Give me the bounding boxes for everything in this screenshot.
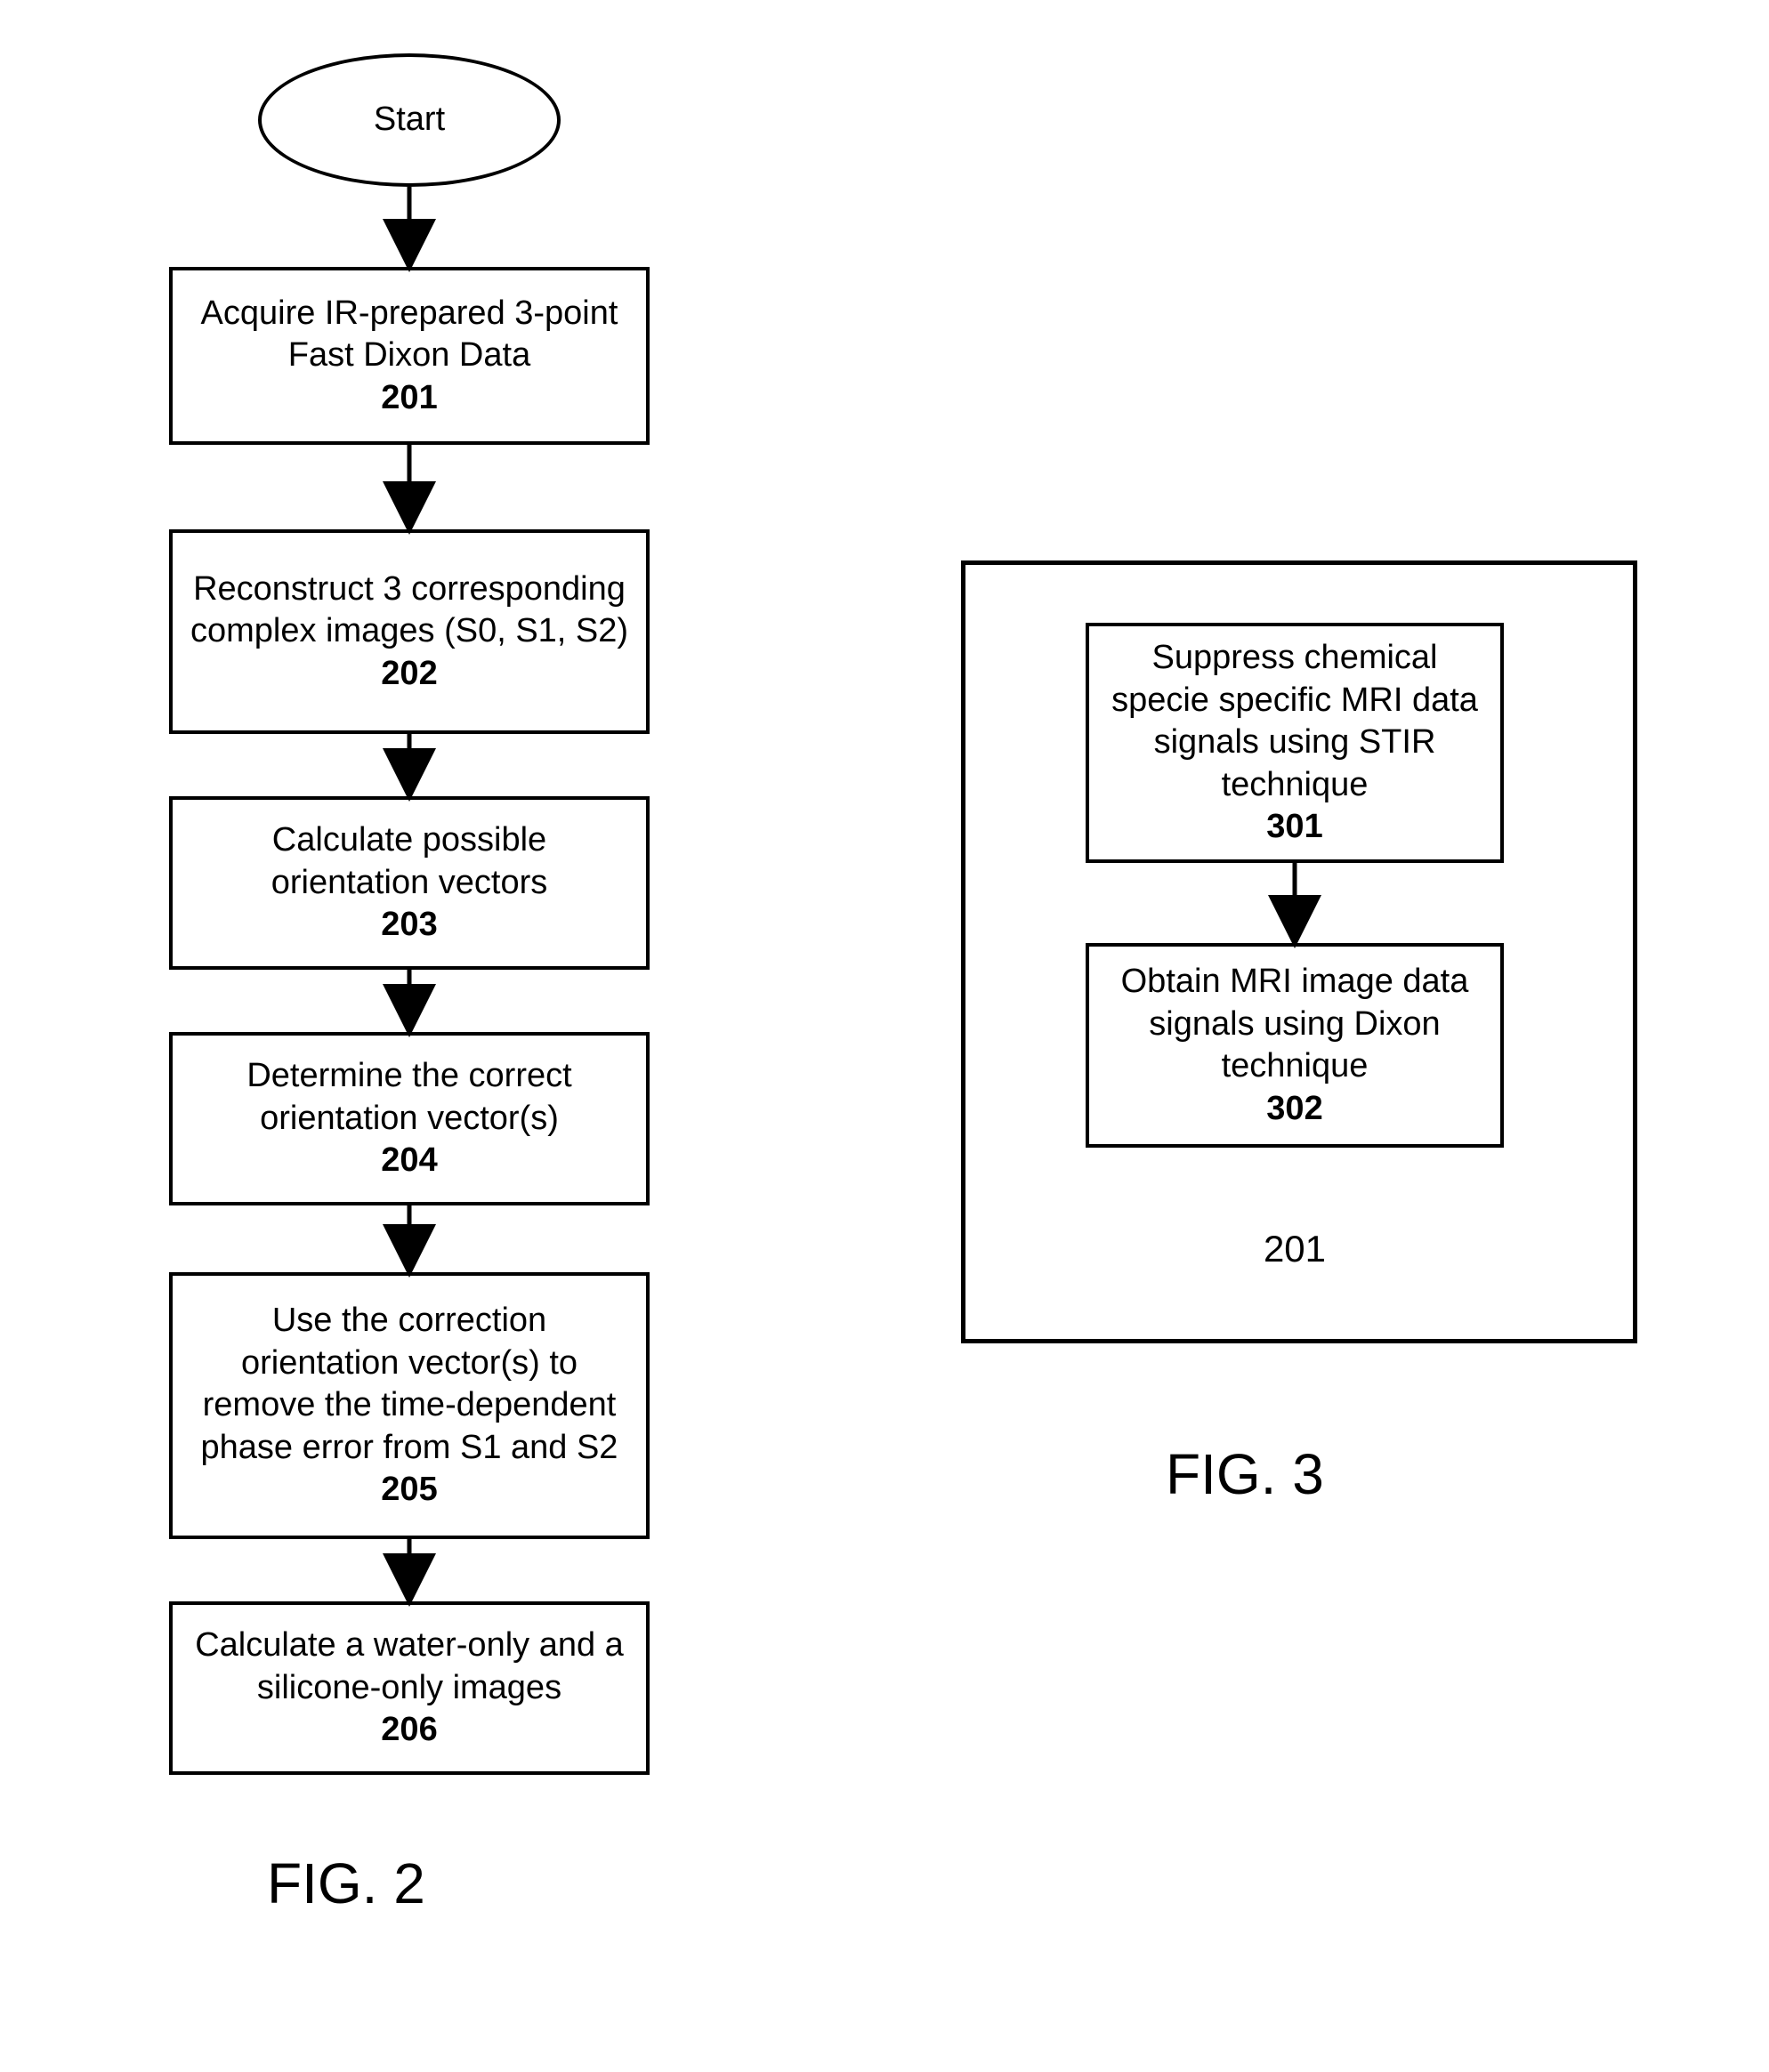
fig3-outer-ref: 201 [961, 1228, 1628, 1270]
fig3-outer-ref-text: 201 [1264, 1228, 1326, 1270]
fig3-step-302-ref: 302 [1266, 1088, 1322, 1131]
page: Start Acquire IR-prepared 3-point Fast D… [0, 0, 1769, 2072]
fig3-caption: FIG. 3 [1166, 1441, 1324, 1507]
fig3-step-302: Obtain MRI image data signals using Dixo… [1086, 943, 1504, 1148]
fig3-caption-text: FIG. 3 [1166, 1442, 1324, 1506]
fig3-step-302-label: Obtain MRI image data signals using Dixo… [1105, 961, 1484, 1088]
